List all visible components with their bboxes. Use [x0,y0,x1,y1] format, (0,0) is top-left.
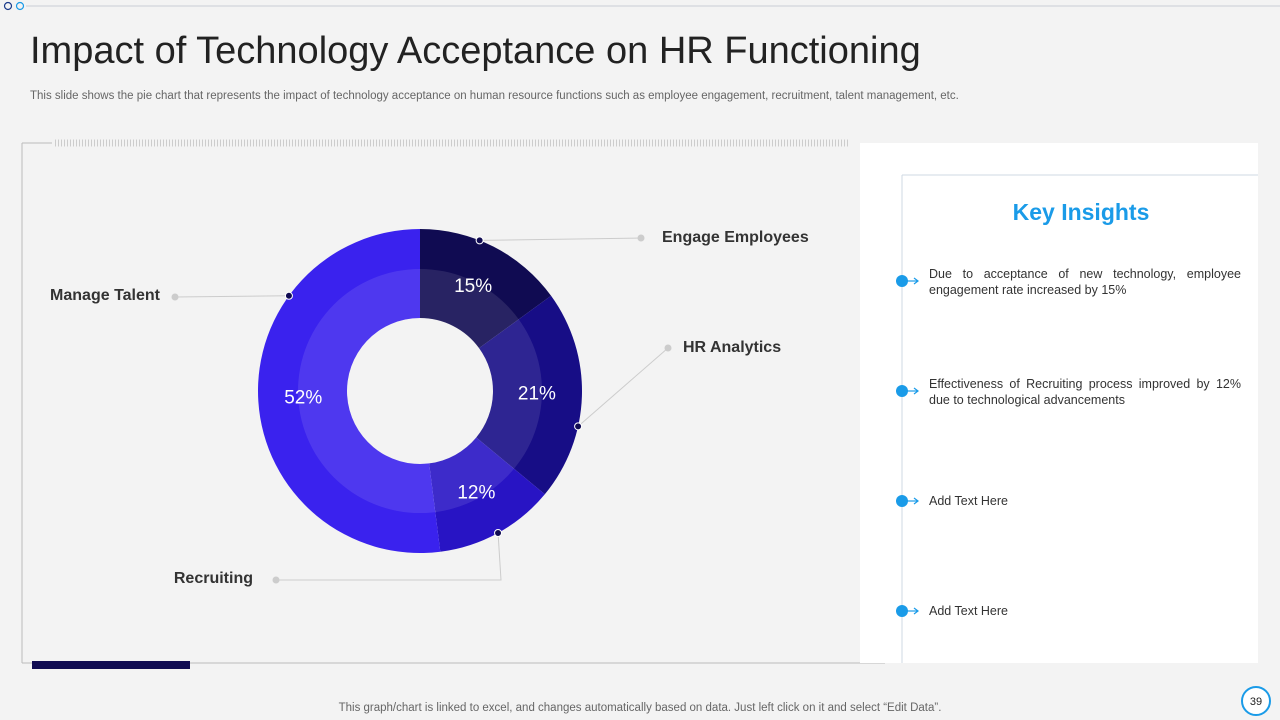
slice [476,295,583,495]
deco-dot [3,1,13,11]
value-label: 12% [457,483,495,504]
insight-text: Add Text Here [929,494,1008,508]
leader-line [276,532,502,581]
value-label: 21% [518,384,556,405]
leader-dot [574,422,583,431]
value-label: 15% [454,276,492,297]
category-label: Manage Talent [50,287,161,304]
donut: 15% Engage Employees 21% HR Analytics 12% Rec… [50,229,809,587]
insight-arrow [913,387,919,395]
insight-text: Due to acceptance of new technology, emp… [929,267,1241,297]
leader-dot [284,291,293,300]
insights-title: Key Insights [1013,199,1150,225]
leader-end [664,344,672,352]
page-badge [1241,686,1271,716]
slice [429,437,545,552]
leader-line [577,347,669,427]
leader-dot [494,528,503,537]
chart-title: Impact of Technology Acceptance on HR Fu… [30,30,921,72]
insight-arrow [913,497,919,505]
insights-panel [860,143,1258,663]
category-label: HR Analytics [683,339,781,356]
leader-dot [475,236,484,245]
slice [258,229,441,553]
page-number: 39 [1250,696,1262,708]
insight-text: Effectiveness of Recruiting process impr… [929,377,1241,407]
leader-end [272,576,280,584]
slice [420,229,552,349]
insight-arrow [913,277,919,285]
leader-end [171,293,179,301]
insight-arrow [913,607,919,615]
leader-end [637,234,645,242]
category-label: Recruiting [174,570,253,587]
deco-dot [15,1,25,11]
subtitle: This slide shows the pie chart that repr… [30,90,959,102]
inner-highlight [298,268,542,514]
insight-text: Add Text Here [929,604,1008,618]
category-label: Engage Employees [662,229,809,246]
value-label: 52% [284,387,322,408]
leader-line [479,237,642,241]
footer-note: This graph/chart is linked to excel, and… [339,702,942,714]
leader-line [174,295,289,298]
accent-bar [32,661,190,669]
